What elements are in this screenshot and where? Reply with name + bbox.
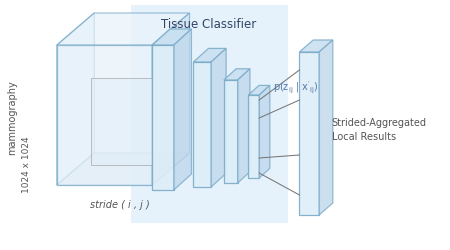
Polygon shape	[259, 86, 270, 178]
Polygon shape	[211, 48, 226, 187]
Polygon shape	[91, 78, 152, 165]
Polygon shape	[238, 69, 250, 183]
Polygon shape	[248, 86, 270, 95]
Polygon shape	[194, 48, 226, 62]
Text: Strided-Aggregated
Local Results: Strided-Aggregated Local Results	[332, 118, 427, 142]
Text: $\mathregular{p(z_{ij}\ |\ x'_{ij})}$: $\mathregular{p(z_{ij}\ |\ x'_{ij})}$	[273, 80, 319, 96]
Polygon shape	[224, 69, 250, 80]
Polygon shape	[57, 45, 152, 185]
Polygon shape	[152, 29, 191, 45]
Polygon shape	[152, 45, 174, 190]
Polygon shape	[299, 52, 319, 215]
Polygon shape	[319, 40, 333, 215]
Polygon shape	[152, 13, 189, 185]
FancyBboxPatch shape	[130, 5, 288, 223]
Polygon shape	[57, 153, 189, 185]
Polygon shape	[57, 13, 189, 45]
Text: mammography: mammography	[7, 80, 17, 155]
Polygon shape	[299, 40, 333, 52]
Text: stride ( i , j ): stride ( i , j )	[90, 200, 150, 210]
Polygon shape	[174, 29, 191, 190]
Polygon shape	[248, 95, 259, 178]
Polygon shape	[57, 13, 94, 185]
Text: 1024 x 1024: 1024 x 1024	[22, 137, 31, 193]
Polygon shape	[224, 80, 238, 183]
Polygon shape	[194, 62, 211, 187]
Text: Tissue Classifier: Tissue Classifier	[162, 18, 257, 31]
